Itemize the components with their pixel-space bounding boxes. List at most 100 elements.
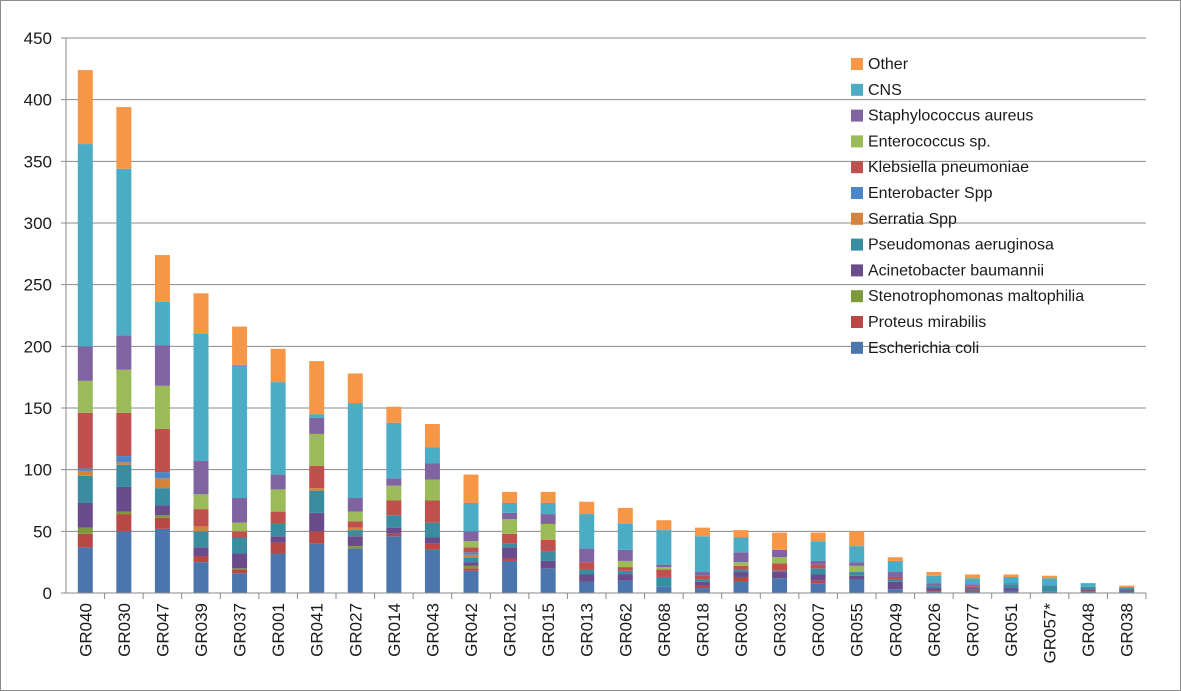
- bar-segment-gr013-s9: [579, 548, 595, 563]
- bar-segment-gr032-s9: [772, 549, 788, 558]
- legend-swatch: [851, 316, 863, 328]
- bar-segment-gr043-s11: [424, 424, 440, 448]
- bar-segment-gr027-s5: [347, 527, 363, 531]
- bar-segment-gr013-s3: [579, 574, 595, 582]
- bar-segment-gr030-s8: [116, 369, 132, 413]
- bar-segment-gr068-s9: [656, 564, 672, 568]
- bar-segment-gr038-s11: [1119, 585, 1135, 587]
- bar-segment-gr047-s4: [154, 488, 170, 506]
- bar-segment-gr027-s2: [347, 546, 363, 549]
- bar-segment-gr039-s5: [193, 526, 209, 532]
- x-tick-label: GR018: [693, 603, 712, 657]
- bar-segment-gr055-s4: [849, 572, 865, 576]
- bar-segment-gr005-s7: [733, 565, 749, 570]
- legend-label: Enterococcus sp.: [868, 133, 991, 150]
- bar-segment-gr005-s8: [733, 562, 749, 566]
- bar-segment-gr055-s3: [849, 575, 865, 580]
- legend-label: Enterobacter Spp: [868, 185, 993, 202]
- bar-segment-gr038-s0: [1119, 590, 1135, 593]
- bar-segment-gr042-s1: [463, 568, 479, 571]
- bar-segment-gr047-s0: [154, 528, 170, 593]
- bar-segment-gr014-s11: [386, 406, 402, 423]
- bar-segment-gr055-s9: [849, 562, 865, 566]
- bar-segment-gr030-s5: [116, 462, 132, 465]
- bar-segment-gr026-s0: [926, 591, 942, 593]
- legend-swatch: [851, 135, 863, 148]
- axes: [61, 37, 1147, 599]
- bar-segment-gr007-s10: [810, 541, 826, 561]
- bar-segment-gr040-s1: [77, 533, 93, 548]
- bar-segment-gr037-s10: [232, 364, 248, 499]
- bar-segment-gr012-s7: [502, 533, 518, 544]
- bar-segment-gr043-s10: [424, 447, 440, 464]
- bar-segment-gr048-s1: [1080, 590, 1096, 592]
- bar-segment-gr015-s10: [540, 502, 556, 515]
- bar-segment-gr007-s1: [810, 580, 826, 584]
- bar-segment-gr041-s11: [309, 361, 325, 415]
- bar-segment-gr062-s4: [617, 570, 633, 575]
- bar-segment-gr055-s0: [849, 579, 865, 593]
- x-tick-label: GR005: [732, 603, 751, 657]
- bar-segment-gr032-s3: [772, 572, 788, 579]
- legend-swatch: [851, 58, 863, 70]
- y-tick-label: 150: [24, 399, 52, 418]
- bar-segment-gr042-s7: [463, 547, 479, 553]
- bar-segment-gr040-s4: [77, 475, 93, 503]
- bar-segment-gr018-s4: [694, 579, 710, 582]
- bar-segment-gr057-s4: [1042, 585, 1058, 592]
- bar-segment-gr055-s8: [849, 565, 865, 573]
- bar-segment-gr049-s7: [887, 576, 903, 580]
- bar-segment-gr039-s11: [193, 293, 209, 334]
- bar-segment-gr049-s0: [887, 589, 903, 593]
- bar-segment-gr039-s7: [193, 509, 209, 527]
- x-tick-label: GR055: [848, 603, 867, 657]
- bar-segment-gr041-s0: [309, 543, 325, 593]
- bar-segment-gr040-s3: [77, 502, 93, 528]
- bar-segment-gr038-s3: [1119, 589, 1135, 591]
- legend-label: Other: [868, 56, 909, 73]
- bar-segment-gr037-s4: [232, 537, 248, 554]
- bar-segment-gr077-s3: [964, 588, 980, 590]
- legend-swatch: [851, 83, 863, 96]
- bar-segment-gr041-s4: [309, 490, 325, 513]
- bar-segment-gr049-s11: [887, 557, 903, 561]
- legend-label: Serratia Spp: [868, 211, 957, 228]
- bar-segment-gr077-s1: [964, 589, 980, 591]
- bar-segment-gr037-s7: [232, 531, 248, 538]
- bar-segment-gr030-s6: [116, 456, 132, 463]
- bar-segment-gr040-s8: [77, 380, 93, 413]
- bar-segment-gr037-s11: [232, 326, 248, 365]
- bar-segment-gr026-s1: [926, 590, 942, 592]
- bar-segment-gr007-s11: [810, 532, 826, 542]
- bar-segment-gr048-s0: [1080, 591, 1096, 593]
- bar-segment-gr042-s2: [463, 565, 479, 569]
- bar-segment-gr049-s3: [887, 581, 903, 590]
- bar-segment-gr042-s9: [463, 531, 479, 542]
- bar-segment-gr040-s11: [77, 70, 93, 145]
- bar-segment-gr014-s9: [386, 478, 402, 486]
- bar-segment-gr030-s1: [116, 514, 132, 532]
- bar-segment-gr018-s9: [694, 572, 710, 576]
- x-tick-label: GR027: [346, 603, 365, 657]
- bars: [77, 70, 1135, 593]
- x-tick-label: GR026: [925, 603, 944, 657]
- bar-segment-gr005-s3: [733, 572, 749, 577]
- bar-segment-gr001-s10: [270, 382, 286, 475]
- bar-segment-gr027-s8: [347, 511, 363, 522]
- bar-segment-gr015-s0: [540, 568, 556, 593]
- bar-segment-gr057-s11: [1042, 575, 1058, 579]
- bar-segment-gr038-s10: [1119, 586, 1135, 589]
- bar-segment-gr048-s10: [1080, 583, 1096, 587]
- bar-segment-gr040-s10: [77, 144, 93, 347]
- bar-segment-gr032-s7: [772, 563, 788, 571]
- bar-segment-gr001-s3: [270, 536, 286, 543]
- bar-segment-gr068-s0: [656, 586, 672, 593]
- bar-segment-gr077-s9: [964, 584, 980, 586]
- bar-segment-gr032-s4: [772, 570, 788, 573]
- bar-segment-gr007-s9: [810, 560, 826, 565]
- bar-segment-gr047-s10: [154, 301, 170, 346]
- bar-segment-gr005-s4: [733, 569, 749, 573]
- bar-segment-gr077-s10: [964, 578, 980, 585]
- bar-segment-gr032-s0: [772, 578, 788, 593]
